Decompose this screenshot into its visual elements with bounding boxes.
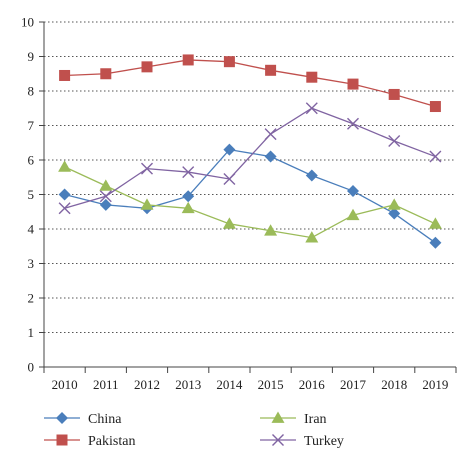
series-line-china [64, 148, 436, 244]
y-axis-ticks: 0 1 2 3 4 5 6 7 8 9 10 [21, 15, 44, 375]
x-tick-label: 2013 [175, 377, 201, 392]
x-axis-ticks: 2010 2011 2012 2013 2014 2015 2016 2017 2018 2019 [43, 367, 457, 392]
data-point-turkey [223, 172, 236, 185]
legend-marker [272, 434, 284, 446]
data-point-china [264, 150, 277, 163]
data-point-china [182, 190, 195, 203]
data-point-iran [181, 201, 195, 214]
data-point-turkey [305, 102, 318, 115]
x-tick-label: 2015 [258, 377, 284, 392]
series-line-iran [64, 166, 436, 239]
data-point-pakistan [182, 54, 194, 66]
data-point-iran [264, 224, 278, 236]
marker-stroke [347, 117, 359, 130]
data-point-turkey [347, 117, 359, 130]
series-line-turkey [64, 107, 436, 209]
marker-stroke [99, 190, 112, 203]
data-point-pakistan [347, 78, 359, 90]
data-point-china [347, 185, 359, 198]
series-china [58, 143, 442, 249]
data-point-iran [99, 179, 113, 191]
data-point-turkey [182, 166, 195, 179]
marker-stroke [182, 166, 195, 179]
x-tick-label: 2018 [381, 377, 407, 392]
data-point-pakistan [59, 69, 71, 81]
legend-marker [56, 434, 68, 446]
data-point-turkey [388, 135, 401, 148]
legend-label: China [88, 412, 122, 427]
series-pakistan [59, 54, 441, 113]
y-tick-label: 8 [28, 84, 35, 99]
marker-stroke [264, 128, 277, 141]
y-tick-label: 5 [28, 187, 35, 202]
data-point-pakistan [388, 88, 400, 100]
data-point-iran [140, 198, 154, 210]
y-tick-label: 0 [28, 360, 35, 375]
marker-stroke [141, 162, 153, 175]
legend-label: Iran [304, 412, 327, 427]
data-point-turkey [429, 150, 442, 163]
legend-item-iran: Iran [260, 411, 327, 427]
marker-stroke [272, 434, 284, 446]
data-point-iran [58, 160, 72, 172]
data-point-china [388, 207, 401, 220]
data-point-turkey [141, 162, 153, 175]
data-point-iran [222, 217, 236, 229]
series-iran [58, 160, 442, 243]
series-line-pakistan [64, 59, 436, 108]
data-point-turkey [58, 202, 71, 215]
data-point-iran [428, 217, 442, 229]
y-tick-label: 6 [28, 153, 35, 168]
data-point-china [58, 188, 71, 201]
legend-label: Pakistan [88, 434, 135, 449]
y-tick-label: 9 [28, 49, 35, 64]
data-point-iran [387, 198, 401, 210]
data-point-china [99, 198, 112, 211]
y-tick-label: 10 [21, 15, 34, 30]
legend-item-china: China [44, 412, 122, 427]
legend-marker [56, 412, 68, 424]
y-tick-label: 1 [28, 325, 35, 340]
y-tick-label: 3 [28, 256, 35, 271]
data-point-pakistan [306, 71, 318, 83]
data-point-iran [346, 208, 360, 221]
marker-stroke [58, 202, 71, 215]
marker-stroke [223, 172, 236, 185]
x-tick-label: 2017 [340, 377, 367, 392]
data-point-china [429, 236, 442, 249]
data-point-pakistan [141, 61, 153, 73]
x-tick-label: 2019 [422, 377, 448, 392]
data-point-iran [305, 231, 319, 243]
gridlines [44, 21, 456, 333]
x-tick-label: 2011 [93, 377, 119, 392]
x-tick-label: 2014 [216, 377, 243, 392]
legend: China Iran Pakistan Turkey [44, 411, 344, 449]
data-point-pakistan [100, 68, 112, 80]
x-tick-label: 2012 [134, 377, 160, 392]
data-point-turkey [264, 128, 277, 141]
legend-label: Turkey [304, 434, 344, 449]
y-tick-label: 2 [28, 291, 35, 306]
y-tick-label: 4 [28, 222, 35, 237]
marker-stroke [388, 135, 401, 148]
series-turkey [58, 102, 442, 215]
y-tick-label: 7 [28, 118, 35, 133]
data-point-pakistan [223, 56, 235, 68]
legend-item-turkey: Turkey [260, 434, 344, 449]
legend-item-pakistan: Pakistan [44, 434, 135, 449]
data-point-pakistan [429, 101, 441, 113]
marker-stroke [305, 102, 318, 115]
data-point-pakistan [265, 64, 277, 76]
data-point-china [223, 143, 236, 156]
x-tick-label: 2016 [299, 377, 326, 392]
series-group [58, 54, 442, 249]
x-tick-label: 2010 [52, 377, 78, 392]
data-point-china [305, 169, 318, 182]
marker-stroke [429, 150, 442, 163]
data-point-turkey [99, 190, 112, 203]
legend-marker [271, 411, 285, 423]
